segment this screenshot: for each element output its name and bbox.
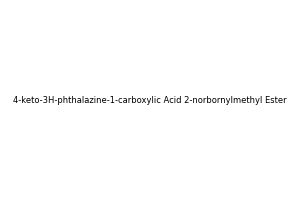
- Text: 4-keto-3H-phthalazine-1-carboxylic Acid 2-norbornylmethyl Ester: 4-keto-3H-phthalazine-1-carboxylic Acid …: [13, 96, 287, 105]
